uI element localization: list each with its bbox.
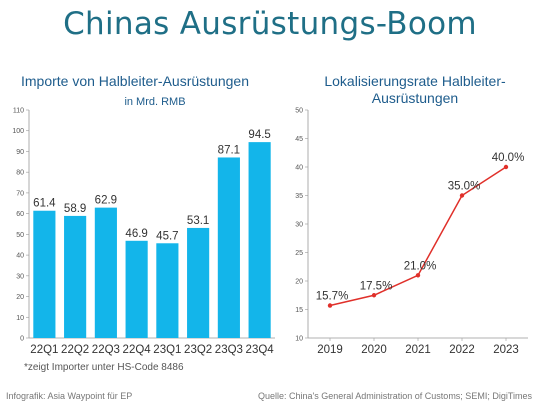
credit-left: Infografik: Asia Waypoint für EP (6, 391, 133, 401)
line-point (327, 303, 333, 308)
bar-chart-subtitle: in Mrd. RMB (124, 96, 186, 108)
bar (64, 215, 87, 338)
bar-category-label: 23Q2 (184, 344, 212, 356)
line-value-label: 17.5% (360, 280, 393, 292)
line-value-label: 40.0% (492, 152, 525, 164)
bar-category-label: 22Q4 (123, 344, 152, 356)
line-y-tick-label: 20 (295, 279, 303, 286)
bar-value-label: 94.5 (248, 129, 270, 141)
line-point (459, 193, 465, 198)
line-y-tick-label: 50 (295, 108, 303, 115)
line-category-label: 2020 (361, 344, 387, 356)
line-y-tick-label: 30 (295, 222, 303, 229)
bar-y-tick-label: 20 (16, 294, 24, 301)
line-value-label: 35.0% (448, 181, 481, 193)
line-y-tick-label: 25 (295, 250, 303, 257)
bar-category-label: 23Q4 (246, 344, 275, 356)
line-y-tick-label: 40 (295, 165, 303, 172)
line-chart-title: Lokalisierungsrate Halbleiter-Ausrüstung… (324, 73, 506, 106)
bar-category-label: 23Q3 (215, 344, 243, 356)
bar-y-tick-label: 110 (13, 108, 24, 115)
line-point (371, 293, 377, 298)
line-y-tick-label: 10 (295, 336, 303, 343)
bar-y-tick-label: 10 (16, 315, 24, 322)
line-category-label: 2019 (317, 344, 343, 356)
bar (94, 207, 117, 338)
bar-y-tick-label: 70 (16, 190, 24, 197)
line-value-label: 15.7% (316, 291, 349, 303)
bar (187, 227, 210, 338)
bar-y-tick-label: 40 (16, 253, 24, 260)
bar-y-tick-label: 100 (12, 128, 24, 135)
line-category-label: 2021 (405, 344, 431, 356)
bar-y-tick-label: 0 (20, 336, 24, 343)
bar-category-label: 22Q1 (30, 344, 58, 356)
bar-y-tick-label: 80 (16, 170, 24, 177)
credit-right: Quelle: China's General Administration o… (258, 391, 532, 401)
line-point (503, 164, 509, 170)
bar-chart: 0 10 20 30 40 50 60 70 80 90 100 110 61.4 22Q1 58.9 22Q… (12, 108, 275, 356)
footnote: *zeigt Importer unter HS-Code 8486 (24, 362, 184, 373)
bar-category-label: 23Q1 (153, 344, 181, 356)
bar-y-tick-label: 60 (16, 211, 24, 218)
line-point (415, 273, 421, 278)
bar-value-label: 87.1 (218, 144, 240, 156)
line-value-label: 21.0% (404, 260, 437, 272)
bar-chart-title: Importe von Halbleiter-Ausrüstungen (20, 73, 249, 89)
bar-value-label: 58.9 (64, 203, 86, 215)
line-category-label: 2023 (493, 344, 519, 356)
line-y-tick-label: 35 (295, 193, 303, 200)
line-y-tick-label: 15 (295, 307, 303, 314)
bar (217, 157, 240, 338)
bar (33, 210, 56, 338)
bar (125, 240, 148, 338)
bar (248, 142, 271, 338)
page-title: Chinas Ausrüstungs-Boom (63, 6, 477, 42)
bar (156, 243, 179, 338)
bar-value-label: 62.9 (95, 195, 117, 207)
line-y-tick-label: 45 (295, 136, 303, 143)
bar-value-label: 46.9 (125, 228, 147, 240)
bar-value-label: 45.7 (156, 230, 178, 242)
bar-value-label: 53.1 (187, 215, 209, 227)
bar-y-tick-label: 50 (16, 232, 24, 239)
bar-category-label: 22Q3 (92, 344, 120, 356)
line-chart: 10 15 20 25 30 35 40 45 50 15.7% 2019 17.5% 2020 21.0… (295, 108, 528, 356)
line-category-label: 2022 (449, 344, 475, 356)
bar-y-tick-label: 30 (16, 273, 24, 280)
bar-value-label: 61.4 (33, 198, 56, 210)
bar-y-tick-label: 90 (16, 149, 24, 156)
bar-category-label: 22Q2 (61, 344, 89, 356)
